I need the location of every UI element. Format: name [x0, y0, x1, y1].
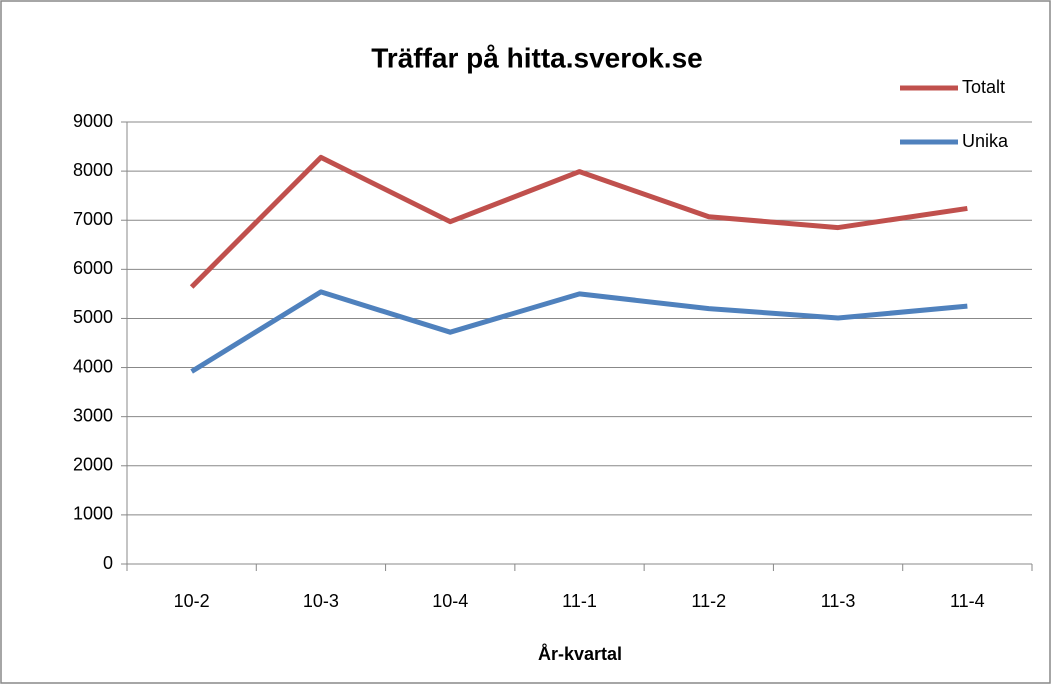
x-tick-label: 11-1: [562, 591, 597, 611]
y-tick-label: 3000: [73, 405, 113, 425]
x-tick-label: 10-4: [432, 591, 468, 611]
chart-title: Träffar på hitta.sverok.se: [371, 42, 702, 73]
y-tick-label: 1000: [73, 504, 113, 524]
legend-label: Unika: [962, 131, 1009, 151]
y-tick-label: 9000: [73, 111, 113, 131]
x-tick-label: 11-3: [821, 591, 856, 611]
line-series: [190, 289, 968, 374]
y-tick-label: 2000: [73, 455, 113, 475]
y-tick-label: 0: [103, 553, 113, 573]
line-series: [189, 154, 968, 289]
x-tick-label: 10-3: [303, 591, 339, 611]
x-tick-label: 11-2: [691, 591, 726, 611]
x-tick-label: 10-2: [174, 591, 210, 611]
y-tick-label: 6000: [73, 258, 113, 278]
y-tick-label: 4000: [73, 356, 113, 376]
x-axis-label: År-kvartal: [538, 644, 622, 664]
legend-label: Totalt: [962, 77, 1005, 97]
x-tick-label: 11-4: [950, 591, 985, 611]
y-tick-label: 8000: [73, 160, 113, 180]
y-tick-label: 5000: [73, 307, 113, 327]
y-tick-label: 7000: [73, 209, 113, 229]
